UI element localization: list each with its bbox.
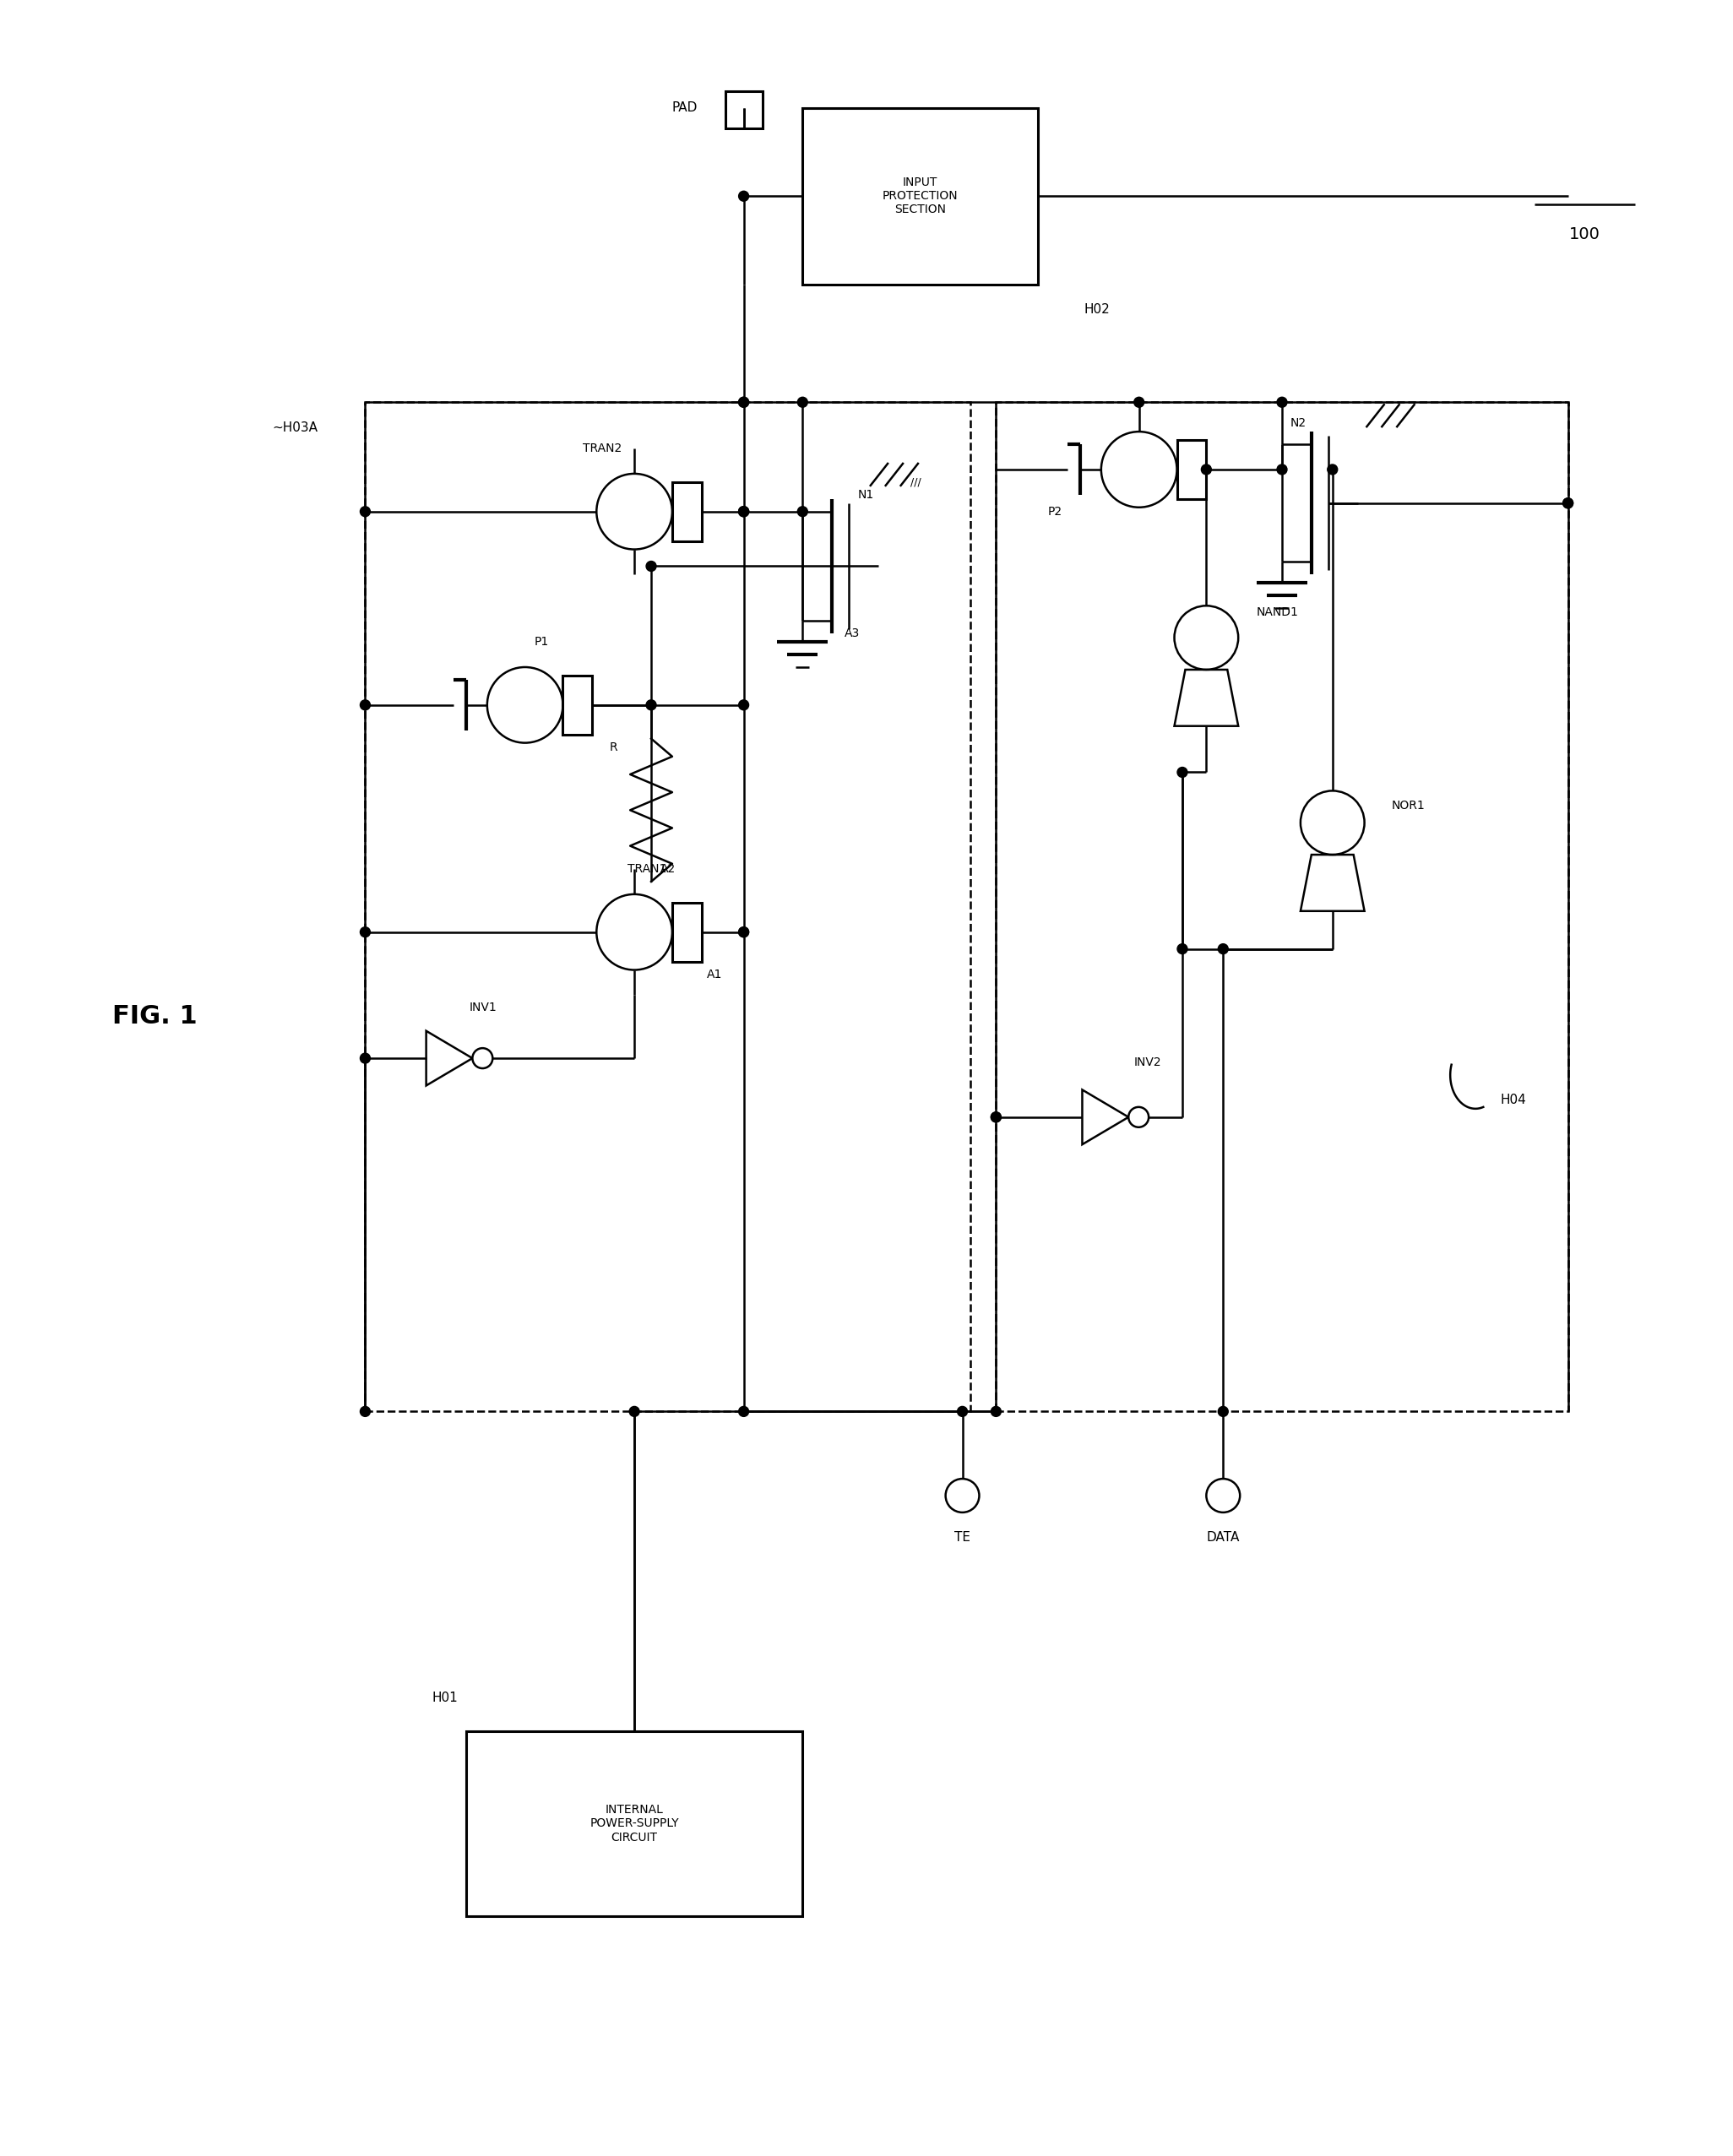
Bar xyxy=(672,483,702,541)
Circle shape xyxy=(738,1406,749,1416)
Text: NOR1: NOR1 xyxy=(1392,800,1425,813)
Text: INV2: INV2 xyxy=(1133,1056,1161,1069)
Circle shape xyxy=(1563,498,1574,509)
Bar xyxy=(563,675,593,735)
Circle shape xyxy=(360,1052,371,1063)
Circle shape xyxy=(1277,397,1288,407)
Circle shape xyxy=(646,561,657,571)
Text: N2: N2 xyxy=(1291,418,1307,429)
Text: P2: P2 xyxy=(1048,507,1062,517)
Text: TRAN1: TRAN1 xyxy=(627,862,667,875)
Circle shape xyxy=(1128,1106,1149,1128)
Circle shape xyxy=(1563,498,1574,509)
Circle shape xyxy=(1327,464,1338,474)
Circle shape xyxy=(360,701,371,709)
Circle shape xyxy=(1175,606,1239,671)
Text: TRAN2: TRAN2 xyxy=(582,442,622,455)
Bar xyxy=(366,403,970,1412)
Text: ~H03A: ~H03A xyxy=(272,420,319,433)
Circle shape xyxy=(360,1406,371,1416)
Circle shape xyxy=(360,927,371,938)
Circle shape xyxy=(738,192,749,201)
Text: H04: H04 xyxy=(1501,1093,1527,1106)
Text: INTERNAL
POWER-SUPPLY
CIRCUIT: INTERNAL POWER-SUPPLY CIRCUIT xyxy=(589,1805,679,1843)
Text: P1: P1 xyxy=(534,636,549,647)
Bar xyxy=(672,903,702,962)
Text: INPUT
PROTECTION
SECTION: INPUT PROTECTION SECTION xyxy=(882,177,958,216)
Circle shape xyxy=(1218,1406,1229,1416)
Circle shape xyxy=(473,1048,492,1069)
Circle shape xyxy=(957,1406,967,1416)
Circle shape xyxy=(596,895,672,970)
Bar xyxy=(724,91,763,127)
Circle shape xyxy=(360,507,371,517)
Circle shape xyxy=(1201,464,1211,474)
Text: N1: N1 xyxy=(858,489,873,500)
Circle shape xyxy=(1300,791,1364,854)
Circle shape xyxy=(797,397,808,407)
Text: NAND1: NAND1 xyxy=(1256,606,1300,619)
Circle shape xyxy=(1218,944,1229,953)
Bar xyxy=(466,1731,802,1917)
Circle shape xyxy=(738,701,749,709)
Circle shape xyxy=(738,927,749,938)
Circle shape xyxy=(738,507,749,517)
Circle shape xyxy=(1133,397,1144,407)
Text: 100: 100 xyxy=(1570,226,1600,241)
Text: FIG. 1: FIG. 1 xyxy=(113,1005,198,1028)
Circle shape xyxy=(991,1112,1002,1121)
Text: TE: TE xyxy=(955,1531,970,1544)
Text: H01: H01 xyxy=(432,1690,458,1703)
Circle shape xyxy=(487,666,563,744)
Circle shape xyxy=(629,1406,639,1416)
Text: A2: A2 xyxy=(660,862,676,875)
Bar xyxy=(802,108,1038,285)
Circle shape xyxy=(738,507,749,517)
Bar xyxy=(1177,440,1206,498)
Circle shape xyxy=(797,507,808,517)
Text: A3: A3 xyxy=(844,627,860,640)
Text: H02: H02 xyxy=(1085,304,1111,317)
Bar xyxy=(996,403,1568,1412)
Circle shape xyxy=(738,397,749,407)
Circle shape xyxy=(1177,944,1187,953)
Text: DATA: DATA xyxy=(1206,1531,1239,1544)
Circle shape xyxy=(596,474,672,550)
Circle shape xyxy=(991,1406,1002,1416)
Text: PAD: PAD xyxy=(672,101,698,114)
Circle shape xyxy=(1206,1479,1239,1511)
Circle shape xyxy=(1277,464,1288,474)
Circle shape xyxy=(946,1479,979,1511)
Circle shape xyxy=(991,1112,1002,1121)
Text: ///: /// xyxy=(912,476,922,487)
Circle shape xyxy=(738,397,749,407)
Circle shape xyxy=(1177,768,1187,778)
Text: A1: A1 xyxy=(707,968,723,981)
Text: INV1: INV1 xyxy=(470,1003,497,1013)
Text: R: R xyxy=(610,742,617,752)
Circle shape xyxy=(738,507,749,517)
Circle shape xyxy=(646,701,657,709)
Circle shape xyxy=(1100,431,1177,507)
Circle shape xyxy=(738,927,749,938)
